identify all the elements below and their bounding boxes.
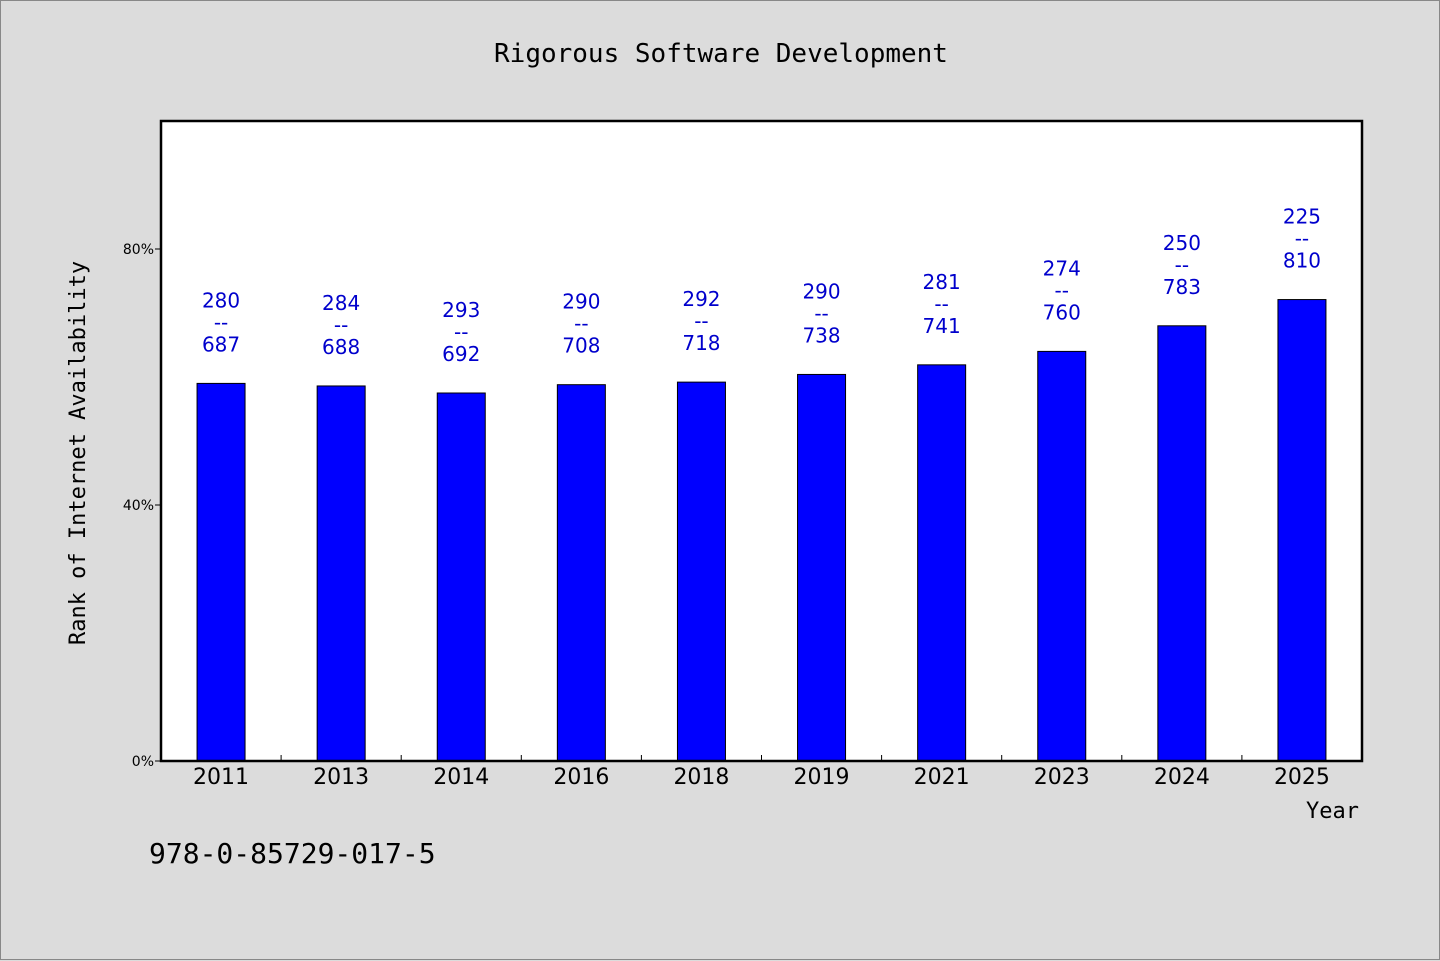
bar-2023[interactable] xyxy=(1037,350,1087,762)
data-label-2016-top: 290 xyxy=(562,290,600,314)
bar-2013[interactable] xyxy=(316,385,366,762)
bar-2021[interactable] xyxy=(917,364,967,762)
bar-2011[interactable] xyxy=(196,382,246,762)
data-label-2019-bottom: 738 xyxy=(802,323,840,347)
data-label-2014-bottom: 692 xyxy=(442,342,480,366)
x-tick-label-2018: 2018 xyxy=(673,765,729,790)
data-label-2024-top: 250 xyxy=(1163,231,1201,255)
bars-group xyxy=(196,299,1327,762)
data-label-2021-bottom: 741 xyxy=(923,314,961,338)
data-label-2011-sep: -- xyxy=(214,310,228,334)
data-label-2021-top: 281 xyxy=(923,270,961,294)
data-label-2025-top: 225 xyxy=(1283,205,1321,229)
data-labels-group: 280--687284--688293--692290--708292--718… xyxy=(202,205,1321,366)
data-label-2011-bottom: 687 xyxy=(202,332,240,356)
data-label-2011-top: 280 xyxy=(202,288,240,312)
data-label-2021-sep: -- xyxy=(934,292,948,316)
data-label-2019-top: 290 xyxy=(802,279,840,303)
data-label-2018-bottom: 718 xyxy=(682,331,720,355)
data-label-2014-sep: -- xyxy=(454,320,468,344)
y-tick-label-40: 40% xyxy=(123,498,154,514)
plot-border xyxy=(159,119,1364,763)
data-label-2013-bottom: 688 xyxy=(322,335,360,359)
y-axis-label: Rank of Internet Availability xyxy=(66,261,91,645)
data-label-2016-bottom: 708 xyxy=(562,334,600,358)
data-label-2025-sep: -- xyxy=(1295,227,1309,251)
x-axis-ticks: 2011 2013 2014 2016 2018 2019 2021 2023 2024 2025 xyxy=(193,755,1330,790)
y-tick-label-80: 80% xyxy=(123,242,154,258)
data-label-2018-top: 292 xyxy=(682,287,720,311)
chart-title: Rigorous Software Development xyxy=(494,39,948,69)
x-tick-label-2013: 2013 xyxy=(313,765,369,790)
bar-2019[interactable] xyxy=(797,373,847,762)
y-axis-ticks: 0% 40% 80% xyxy=(123,242,161,770)
x-tick-label-2024: 2024 xyxy=(1154,765,1210,790)
x-tick-label-2023: 2023 xyxy=(1034,765,1090,790)
data-label-2025-bottom: 810 xyxy=(1283,249,1321,273)
bar-2025[interactable] xyxy=(1277,299,1327,762)
x-axis-label: Year xyxy=(1306,799,1359,824)
isbn-footnote: 978-0-85729-017-5 xyxy=(149,837,436,870)
bar-2018[interactable] xyxy=(676,381,726,762)
data-label-2023-sep: -- xyxy=(1055,278,1069,302)
data-label-2013-sep: -- xyxy=(334,313,348,337)
data-label-2016-sep: -- xyxy=(574,312,588,336)
x-tick-label-2016: 2016 xyxy=(553,765,609,790)
data-label-2023-top: 274 xyxy=(1043,256,1081,280)
x-tick-label-2021: 2021 xyxy=(914,765,970,790)
data-label-2013-top: 284 xyxy=(322,291,360,315)
bar-2014[interactable] xyxy=(436,392,486,762)
y-tick-label-0: 0% xyxy=(132,754,154,770)
data-label-2024-sep: -- xyxy=(1175,253,1189,277)
data-label-2024-bottom: 783 xyxy=(1163,275,1201,299)
data-label-2014-top: 293 xyxy=(442,298,480,322)
x-tick-label-2011: 2011 xyxy=(193,765,249,790)
data-label-2019-sep: -- xyxy=(814,301,828,325)
bar-2016[interactable] xyxy=(556,384,606,762)
x-tick-label-2025: 2025 xyxy=(1274,765,1330,790)
data-label-2023-bottom: 760 xyxy=(1043,300,1081,324)
data-label-2018-sep: -- xyxy=(694,309,708,333)
bar-2024[interactable] xyxy=(1157,325,1207,762)
x-tick-label-2019: 2019 xyxy=(794,765,850,790)
x-tick-label-2014: 2014 xyxy=(433,765,489,790)
